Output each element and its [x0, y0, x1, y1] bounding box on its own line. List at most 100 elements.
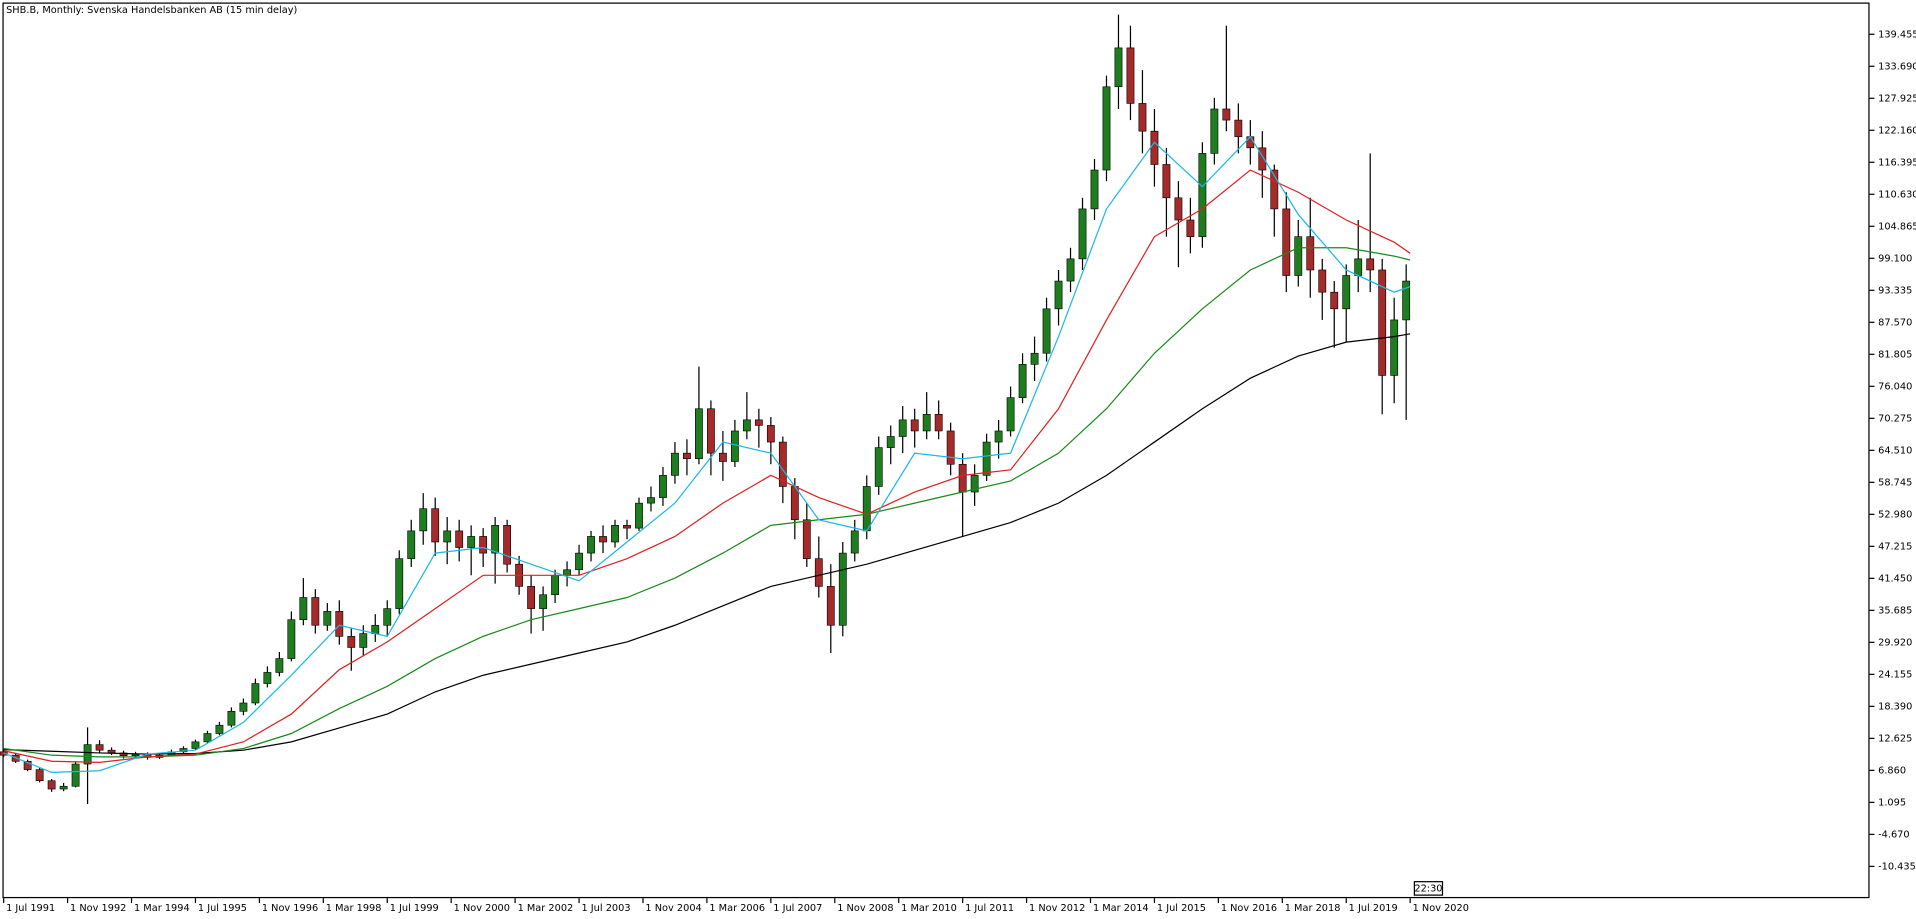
- candle-body: [886, 436, 895, 448]
- candle-body: [1306, 236, 1315, 271]
- x-tick-label: 1 Jul 1999: [390, 903, 439, 914]
- x-tick-label: 1 Nov 2000: [454, 903, 510, 914]
- candle-body: [1030, 352, 1039, 365]
- candle-body: [1378, 269, 1387, 376]
- x-tick-label: 1 Jul 2015: [1157, 903, 1206, 914]
- candle-body: [203, 733, 212, 743]
- candle-body: [623, 525, 631, 529]
- candle-body: [994, 430, 1003, 443]
- candle-body: [742, 419, 751, 432]
- candle-body: [695, 408, 703, 460]
- candle-body: [575, 552, 583, 571]
- candle-body: [407, 530, 416, 559]
- y-tick-label: 52.980: [1878, 509, 1912, 520]
- candle-body: [1234, 119, 1243, 138]
- candle-body: [802, 519, 811, 559]
- y-tick-label: 12.625: [1878, 733, 1912, 744]
- candle-body: [1150, 130, 1159, 165]
- y-tick-label: 116.395: [1878, 157, 1916, 168]
- candle-body: [1090, 169, 1099, 210]
- y-tick-label: 127.925: [1878, 93, 1916, 104]
- candle-body: [922, 414, 931, 432]
- x-tick-label: 1 Nov 1992: [70, 903, 126, 914]
- candle-body: [862, 486, 871, 532]
- x-tick-label: 1 Nov 2020: [1413, 903, 1469, 914]
- candle-body: [191, 741, 200, 749]
- y-tick-label: 47.215: [1878, 541, 1912, 552]
- candle-body: [1102, 86, 1111, 171]
- candle-body: [179, 748, 188, 753]
- candle-body: [35, 769, 44, 782]
- candle-body: [1354, 258, 1363, 276]
- candle-body: [754, 419, 763, 426]
- candle-body: [59, 785, 68, 790]
- candle-body: [1054, 280, 1063, 310]
- candle-body: [431, 508, 440, 543]
- x-tick-label: 1 Mar 2018: [1285, 903, 1341, 914]
- candle-body: [107, 749, 116, 754]
- candle-body: [527, 586, 536, 609]
- y-tick-label: 76.040: [1878, 381, 1912, 392]
- candle-body: [491, 525, 500, 554]
- candle-body: [1282, 208, 1291, 276]
- candle-body: [323, 611, 332, 626]
- candle-body: [635, 502, 643, 529]
- candle-body: [718, 452, 727, 462]
- candle-body: [730, 430, 739, 462]
- y-tick-label: 1.095: [1878, 797, 1906, 808]
- candle-body: [587, 536, 595, 554]
- y-tick-label: 99.100: [1878, 253, 1912, 264]
- y-tick-label: 24.155: [1878, 669, 1912, 680]
- candle-body: [1222, 108, 1231, 121]
- y-tick-label: 110.630: [1878, 189, 1916, 200]
- y-tick-label: 122.160: [1878, 125, 1916, 136]
- candle-body: [910, 419, 919, 432]
- time-marker: 22:30: [1414, 883, 1442, 894]
- x-tick-label: 1 Jul 1995: [198, 903, 247, 914]
- candle-body: [659, 475, 667, 498]
- x-tick-label: 1 Jul 2007: [773, 903, 822, 914]
- y-tick-label: 93.335: [1878, 285, 1912, 296]
- candle-body: [335, 611, 344, 637]
- plot-frame: [2, 2, 1870, 899]
- candle-body: [1126, 47, 1135, 104]
- candle-body: [383, 608, 392, 626]
- candle-body: [1162, 164, 1171, 199]
- x-tick-label: 1 Nov 2012: [1029, 903, 1085, 914]
- x-tick-label: 1 Jul 2011: [965, 903, 1014, 914]
- candle-body: [1186, 219, 1195, 237]
- candle-body: [1330, 291, 1339, 310]
- candle-body: [443, 530, 452, 543]
- candle-body: [251, 683, 260, 704]
- candle-body: [1270, 169, 1279, 210]
- candle-body: [1174, 197, 1183, 221]
- candle-body: [874, 447, 883, 487]
- candle-body: [1018, 364, 1027, 398]
- candle-body: [1066, 258, 1075, 282]
- candle-body: [539, 594, 547, 609]
- x-tick-label: 1 Jul 2019: [1349, 903, 1398, 914]
- moving-average-line: [3, 333, 1411, 755]
- candle-body: [347, 636, 356, 648]
- candle-body: [1294, 236, 1303, 276]
- y-tick-label: 6.860: [1878, 765, 1906, 776]
- x-tick-label: 1 Mar 2010: [901, 903, 957, 914]
- candle-body: [275, 658, 284, 673]
- candle-body: [503, 525, 512, 565]
- x-tick-label: 1 Mar 2002: [518, 903, 574, 914]
- y-tick-label: 87.570: [1878, 317, 1912, 328]
- candle-body: [1258, 147, 1267, 171]
- x-tick-label: 1 Jul 1991: [6, 903, 55, 914]
- candle-body: [970, 475, 979, 493]
- x-tick-label: 1 Mar 2006: [709, 903, 765, 914]
- candle-body: [707, 408, 715, 454]
- y-tick-label: 41.450: [1878, 573, 1912, 584]
- x-tick-label: 1 Mar 2014: [1093, 903, 1149, 914]
- chart-title: SHB.B, Monthly: Svenska Handelsbanken AB…: [6, 5, 297, 16]
- y-tick-label: -10.435: [1878, 861, 1916, 872]
- candle-body: [419, 508, 428, 532]
- x-tick-label: 1 Jul 2003: [581, 903, 630, 914]
- candle-body: [934, 414, 943, 432]
- candle-body: [850, 530, 859, 554]
- candle-body: [1246, 136, 1255, 149]
